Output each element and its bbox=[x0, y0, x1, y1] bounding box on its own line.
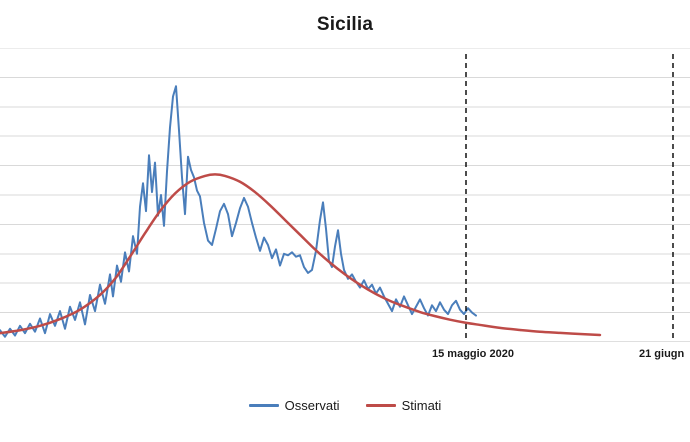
forecast-marker-2-label: 21 giugn bbox=[639, 348, 685, 360]
legend-label-stimati: Stimati bbox=[401, 398, 442, 413]
chart-title: Sicilia bbox=[316, 14, 374, 35]
series-line-osservati bbox=[0, 85, 477, 338]
forecast-marker-1-label: 15 maggio 2020 bbox=[432, 348, 514, 360]
chart-legend: Osservati Stimati bbox=[0, 398, 690, 413]
legend-swatch-osservati bbox=[248, 404, 279, 407]
series-line-stimati bbox=[0, 173, 602, 337]
plot-area bbox=[0, 48, 690, 342]
legend-label-osservati: Osservati bbox=[284, 398, 340, 413]
forecast-markers bbox=[465, 54, 674, 342]
legend-item-osservati[interactable]: Osservati bbox=[248, 398, 340, 413]
data-series-group bbox=[0, 85, 602, 338]
chart-canvas bbox=[0, 48, 690, 342]
legend-item-stimati[interactable]: Stimati bbox=[365, 398, 442, 413]
legend-swatch-stimati bbox=[365, 404, 396, 407]
